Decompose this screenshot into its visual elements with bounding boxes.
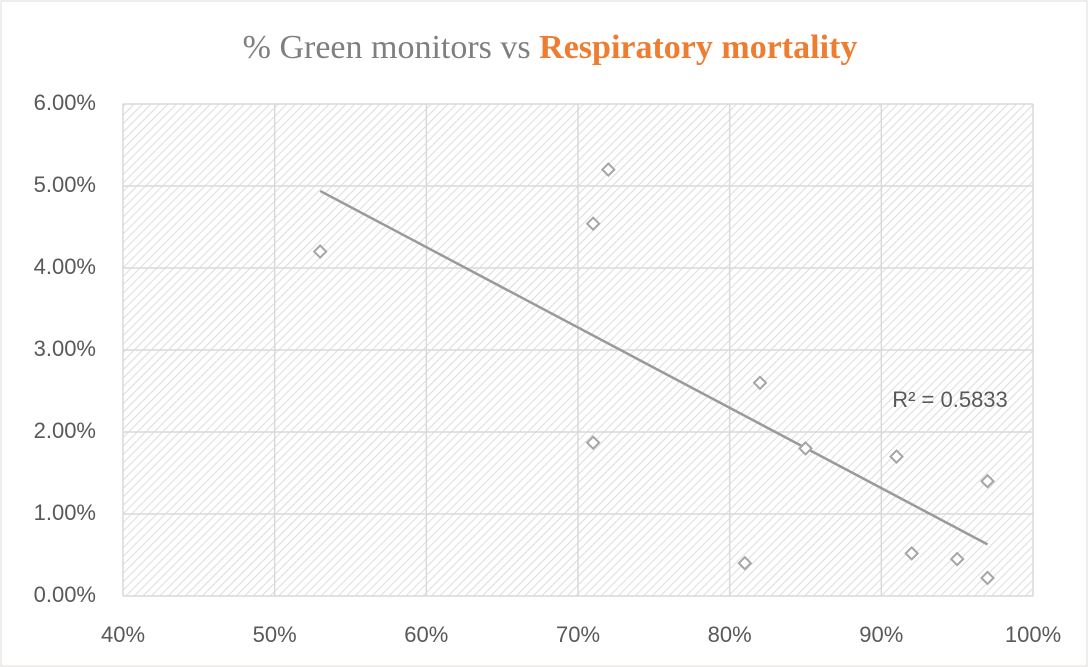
x-tick-label: 80% [708,622,752,647]
annotation: R² = 0.5833 [892,387,1008,412]
y-tick-label: 1.00% [34,500,96,525]
y-tick-label: 4.00% [34,254,96,279]
title-part: Respiratory mortality [539,29,857,66]
trendline [319,189,989,546]
chart-title: % Green monitors vs Respiratory mortalit… [243,29,858,66]
y-tick-label: 2.00% [34,418,96,443]
point [585,435,601,451]
point [798,440,813,456]
y-tick-label: 5.00% [34,172,96,197]
y-tick-label: 0.00% [34,582,96,607]
point [904,545,920,561]
point [585,216,601,232]
point [600,162,616,178]
point [737,555,753,571]
x-tick-label: 100% [1005,622,1061,647]
x-tick-label: 70% [556,622,600,647]
x-tick-label: 40% [101,622,145,647]
point [980,570,995,586]
point [752,375,768,391]
y-tick-label: 3.00% [34,336,96,361]
x-tick-label: 90% [859,622,903,647]
point [889,449,904,465]
y-tick-label: 6.00% [34,90,96,115]
point [312,244,328,260]
x-tick-label: 50% [253,622,297,647]
x-tick-label: 60% [404,622,448,647]
point [949,551,965,567]
point [980,473,995,489]
title-part: % Green monitors vs [243,29,531,66]
